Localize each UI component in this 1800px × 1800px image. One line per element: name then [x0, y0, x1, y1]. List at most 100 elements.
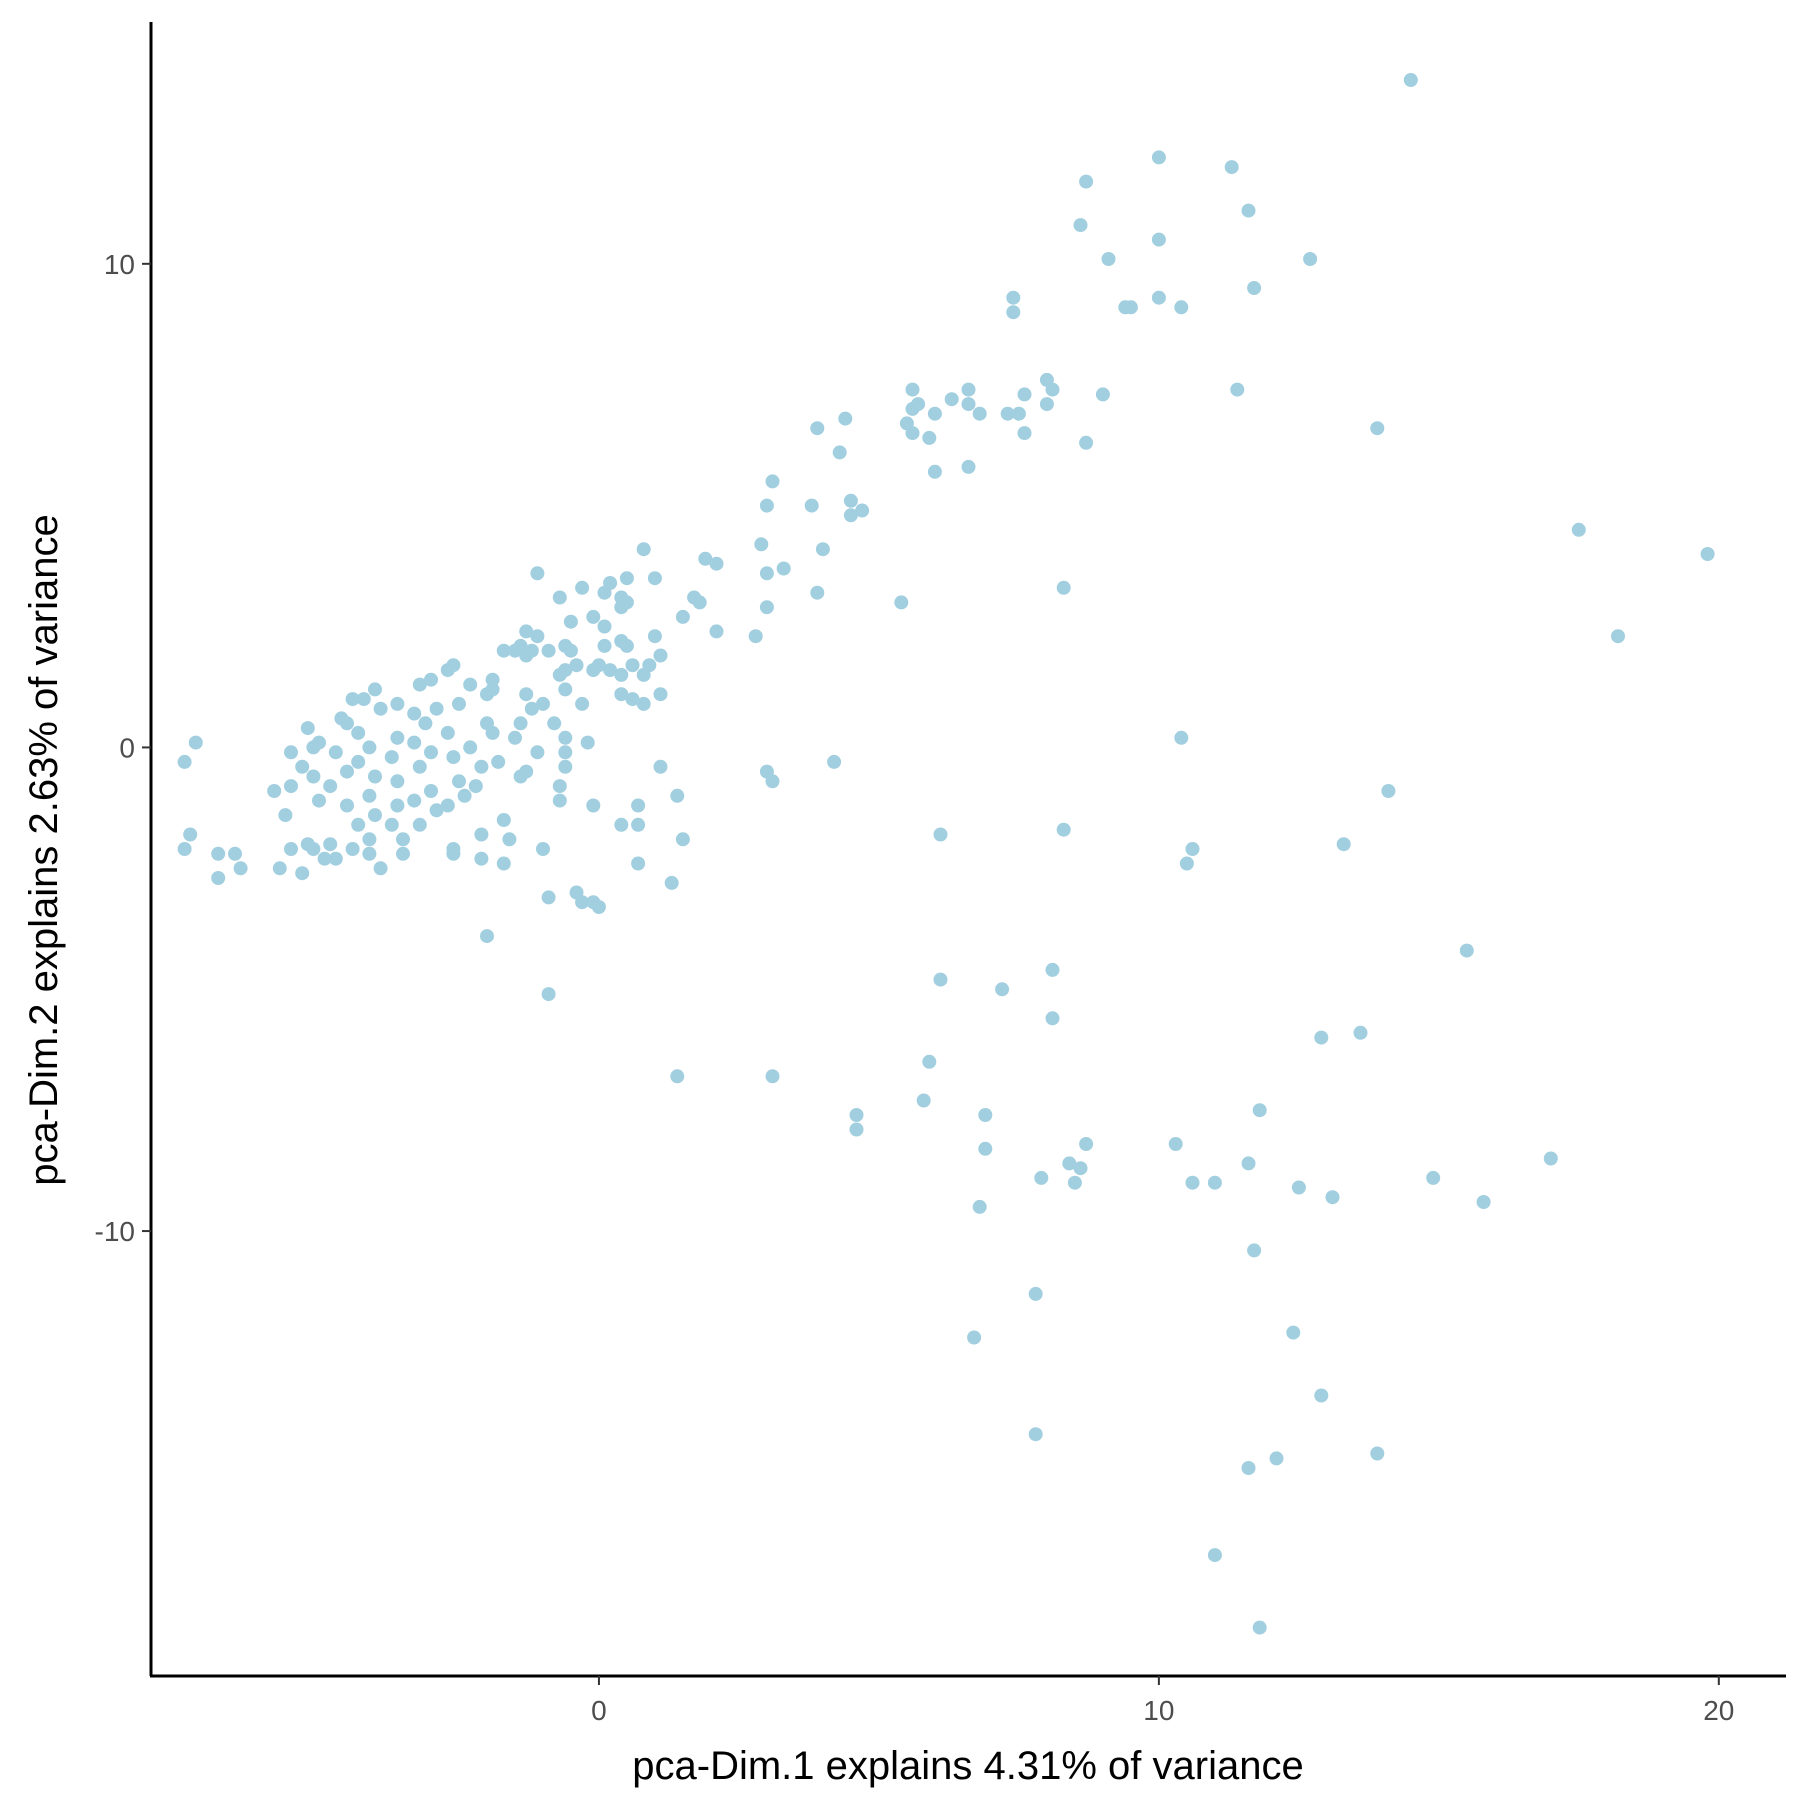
data-point-7 [1101, 252, 1116, 266]
data-point-127 [429, 701, 444, 716]
data-point-201 [496, 813, 511, 827]
data-point-94 [519, 648, 534, 663]
data-point-179 [468, 779, 483, 794]
data-point-156 [384, 750, 399, 765]
data-point-27 [905, 401, 920, 416]
data-point-175 [765, 774, 780, 789]
data-point-231 [496, 856, 511, 871]
data-point-205 [502, 832, 517, 847]
data-point-187 [407, 793, 422, 808]
data-point-58 [759, 566, 774, 581]
data-point-270 [1185, 1175, 1200, 1190]
data-point-126 [536, 696, 550, 711]
data-point-106 [614, 667, 629, 682]
data-point-178 [284, 779, 298, 794]
data-point-119 [345, 692, 360, 707]
data-point-268 [1034, 1170, 1049, 1185]
data-point-64 [810, 585, 825, 600]
data-point-277 [1247, 1243, 1262, 1258]
data-point-259 [1252, 1103, 1267, 1118]
data-point-279 [1286, 1325, 1301, 1340]
data-point-55 [709, 556, 724, 571]
data-point-180 [552, 779, 567, 794]
data-point-140 [390, 730, 405, 745]
data-point-78 [709, 624, 724, 639]
y-axis-title: pca-Dim.2 explains 2.63% of variance [22, 514, 66, 1185]
x-tick-label: 20 [1703, 1695, 1734, 1726]
data-point-220 [177, 842, 192, 856]
data-point-141 [351, 725, 366, 740]
data-point-88 [619, 638, 634, 653]
data-point-261 [1079, 1137, 1094, 1151]
data-point-89 [508, 643, 522, 658]
data-point-143 [508, 730, 522, 745]
data-point-108 [485, 672, 500, 687]
data-point-262 [1168, 1137, 1183, 1151]
data-point-42 [927, 464, 942, 479]
data-point-90 [563, 643, 578, 658]
data-point-249 [541, 987, 556, 1002]
data-point-18 [905, 382, 920, 397]
data-point-225 [284, 842, 298, 856]
data-point-14 [1174, 300, 1189, 315]
data-point-202 [614, 817, 629, 832]
data-point-198 [412, 817, 427, 832]
data-point-221 [328, 851, 343, 866]
data-point-151 [424, 745, 438, 760]
data-point-190 [340, 798, 354, 813]
data-point-203 [631, 817, 646, 832]
data-point-102 [446, 658, 461, 673]
data-point-222 [362, 846, 377, 861]
data-point-188 [312, 793, 326, 808]
data-point-120 [390, 696, 405, 711]
data-point-183 [362, 788, 377, 803]
data-point-212 [675, 832, 690, 847]
data-point-237 [272, 861, 287, 876]
data-point-269 [1067, 1175, 1082, 1190]
data-point-65 [597, 585, 612, 600]
data-point-272 [1426, 1170, 1441, 1185]
data-point-22 [1017, 387, 1032, 402]
data-point-54 [698, 551, 713, 566]
data-point-168 [653, 759, 668, 774]
data-point-10 [1006, 290, 1021, 305]
data-point-2 [1224, 160, 1239, 175]
data-point-182 [267, 784, 282, 798]
data-point-173 [452, 774, 466, 789]
data-point-73 [614, 600, 629, 615]
data-point-6 [1151, 232, 1166, 247]
data-point-76 [563, 614, 578, 629]
x-tick-label: 0 [591, 1695, 607, 1726]
data-point-83 [647, 629, 662, 644]
data-point-155 [446, 750, 461, 765]
data-point-172 [513, 769, 528, 784]
data-point-211 [536, 842, 550, 856]
data-point-193 [390, 798, 405, 813]
data-point-99 [569, 658, 584, 673]
data-point-162 [474, 759, 489, 774]
data-point-191 [586, 798, 601, 813]
data-point-109 [463, 677, 478, 692]
data-point-240 [575, 895, 590, 910]
data-point-256 [916, 1093, 931, 1108]
data-point-280 [967, 1330, 982, 1345]
data-point-136 [547, 716, 562, 731]
data-point-158 [491, 754, 506, 769]
data-point-232 [631, 856, 646, 871]
data-point-283 [1370, 1446, 1385, 1461]
data-point-260 [849, 1122, 864, 1137]
data-point-148 [306, 740, 321, 755]
data-point-255 [765, 1069, 780, 1084]
data-point-150 [188, 735, 203, 750]
data-point-31 [927, 406, 942, 421]
data-point-278 [1028, 1286, 1043, 1301]
data-point-121 [480, 687, 494, 702]
data-point-23 [944, 392, 959, 407]
data-point-145 [407, 735, 422, 750]
x-tick-label: 10 [1143, 1695, 1174, 1726]
data-point-244 [480, 929, 494, 944]
data-point-20 [1230, 382, 1245, 397]
data-point-15 [1006, 305, 1021, 320]
data-point-95 [541, 643, 556, 658]
data-point-266 [1241, 1156, 1256, 1171]
